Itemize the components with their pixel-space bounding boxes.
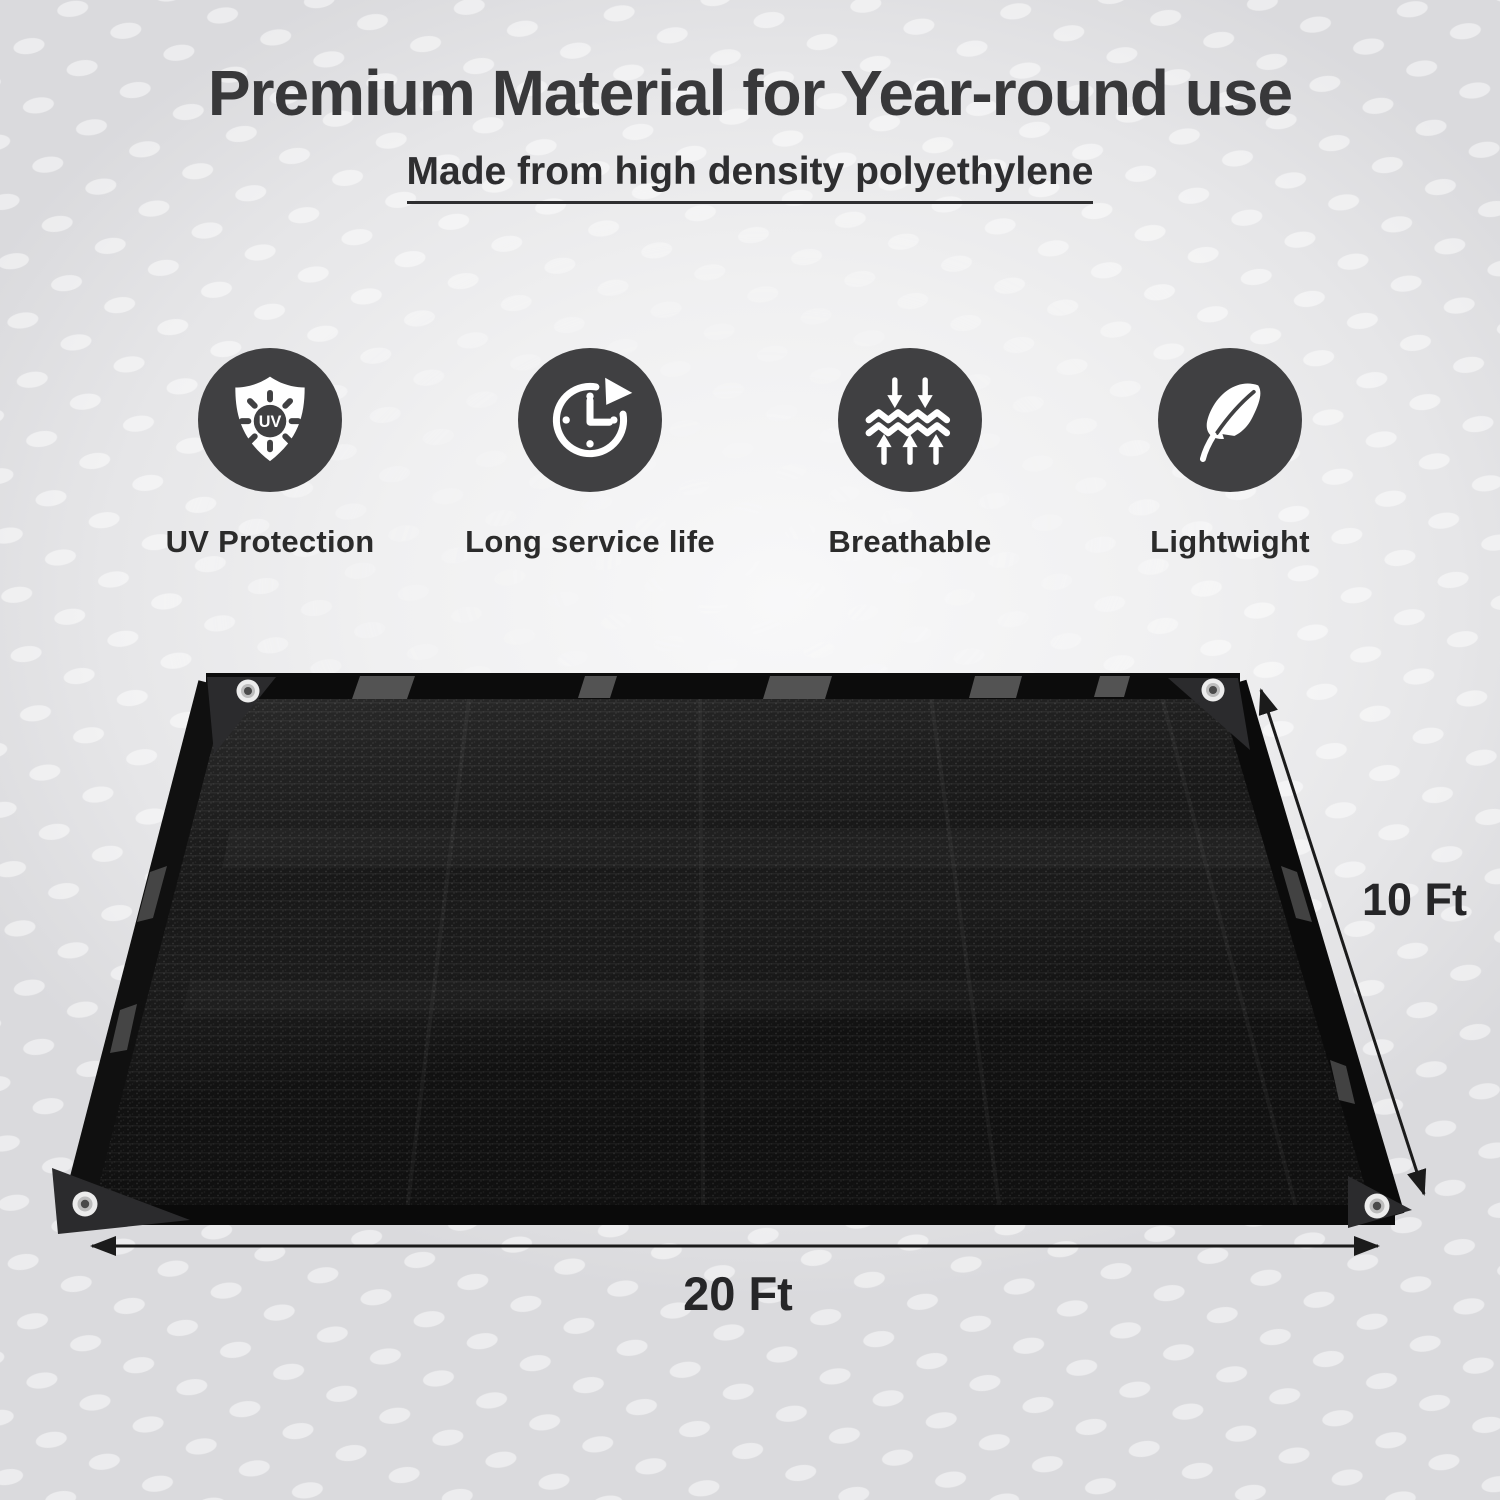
clock-history-icon — [552, 377, 633, 458]
feature-long-service-life: Long service life — [441, 348, 739, 560]
feature-label: Lightwight — [1150, 524, 1310, 559]
feature-label: Long service life — [465, 524, 715, 559]
feature-uv-protection: UV UV Protection — [121, 348, 419, 560]
binding-tape-edges — [60, 673, 1405, 1225]
page-title: Premium Material for Year-round use — [207, 57, 1293, 129]
grommet-top-left — [236, 679, 260, 703]
grommet-bottom-right — [1364, 1193, 1390, 1219]
air-waves-icon — [865, 377, 951, 465]
page-subtitle: Made from high density polyethylene — [406, 150, 1094, 204]
header: Premium Material for Year-round use Made… — [0, 56, 1500, 204]
features-row: UV UV Protection — [0, 348, 1500, 560]
height-dimension-label: 10 Ft — [1362, 874, 1468, 925]
grommet-bottom-left — [72, 1191, 98, 1217]
shade-cloth-mesh — [75, 684, 1390, 1217]
feature-breathable: Breathable — [761, 348, 1059, 560]
clock-arrow-icon — [518, 348, 662, 492]
feather-icon — [1158, 348, 1302, 492]
subtitle-wrap: Made from high density polyethylene — [0, 150, 1500, 204]
width-dimension-label: 20 Ft — [683, 1267, 793, 1320]
feature-lightweight: Lightwight — [1081, 348, 1379, 560]
grommets — [72, 678, 1390, 1219]
grommet-top-right — [1201, 678, 1225, 702]
uv-badge-text: UV — [259, 413, 282, 431]
feather-leaf-icon — [1199, 383, 1261, 462]
feature-label: Breathable — [828, 524, 992, 559]
airflow-icon — [838, 348, 982, 492]
feature-label: UV Protection — [165, 524, 375, 559]
shield-sun-icon: UV — [235, 376, 305, 462]
height-arrow — [1258, 688, 1427, 1196]
uv-protection-icon: UV — [198, 348, 342, 492]
dimension-arrows — [90, 688, 1427, 1256]
